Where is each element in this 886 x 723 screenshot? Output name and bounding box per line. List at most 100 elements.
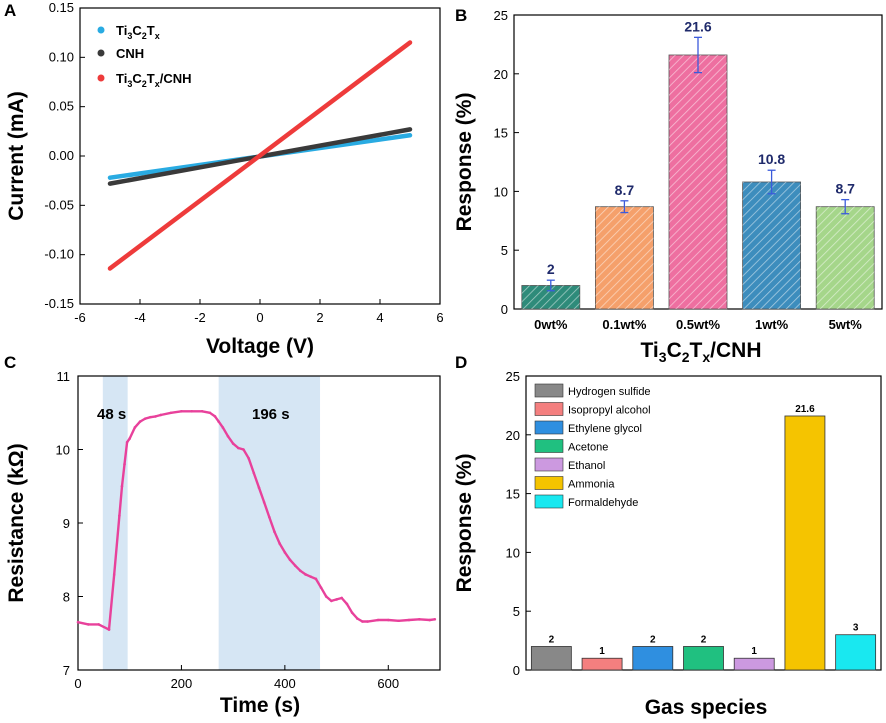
legend-marker-ti3c2tx bbox=[97, 26, 105, 34]
data-point bbox=[112, 573, 116, 576]
x-tick-label: 1wt% bbox=[755, 317, 789, 332]
data-point bbox=[118, 514, 121, 517]
data-point bbox=[154, 415, 157, 418]
data-point bbox=[213, 415, 217, 418]
data-point bbox=[217, 420, 220, 423]
annotation-48s: 48 s bbox=[97, 406, 126, 423]
bar-hatch bbox=[595, 206, 654, 309]
y-tick-label: -0.10 bbox=[44, 247, 74, 262]
y-tick-label: 25 bbox=[494, 8, 508, 23]
data-point bbox=[128, 437, 132, 440]
y-tick-label: 0.00 bbox=[49, 148, 74, 163]
data-point bbox=[361, 620, 364, 623]
y-tick-label: 0.10 bbox=[49, 49, 74, 64]
data-point bbox=[273, 530, 276, 534]
data-point bbox=[293, 564, 297, 567]
x-tick-label: 600 bbox=[377, 676, 399, 691]
bar-formaldehyde bbox=[835, 634, 877, 671]
bar-ethanol bbox=[733, 657, 775, 671]
data-point bbox=[180, 409, 183, 413]
y-tick-label: 7 bbox=[63, 663, 70, 678]
bar-hatch bbox=[669, 54, 727, 309]
legend-swatch bbox=[534, 420, 564, 435]
data-point bbox=[428, 618, 431, 622]
bar-value-label: 10.8 bbox=[758, 151, 785, 167]
data-point bbox=[366, 620, 369, 623]
panel-d-bars: 2 1 2 2 1 21.6 3 bbox=[530, 404, 877, 671]
data-point bbox=[125, 440, 129, 444]
panel-b-ticks: 0 5 10 15 20 25 0wt% 0.1wt% 0.5wt% 1wt% 5wt% bbox=[494, 8, 863, 332]
panel-b-ylabel: Response (%) bbox=[453, 93, 476, 232]
data-point bbox=[324, 595, 328, 598]
data-point bbox=[335, 598, 338, 601]
panel-a-ylabel: Current (mA) bbox=[5, 91, 28, 221]
data-point bbox=[143, 417, 147, 420]
data-point bbox=[278, 542, 281, 545]
annotation-196s: 196 s bbox=[252, 406, 290, 423]
y-tick-label: 10 bbox=[56, 443, 70, 458]
data-point bbox=[200, 409, 204, 413]
series-line-ti3c2tx-cnh bbox=[107, 40, 413, 271]
data-point bbox=[355, 617, 359, 620]
data-point bbox=[340, 596, 344, 600]
y-tick-label: 20 bbox=[506, 428, 520, 443]
bar-ammonia bbox=[784, 415, 826, 671]
data-point bbox=[231, 442, 235, 445]
legend-label: Acetone bbox=[568, 442, 608, 454]
panel-d-xlabel: Gas species bbox=[645, 696, 768, 719]
data-point bbox=[319, 586, 323, 589]
data-point bbox=[288, 558, 292, 562]
panel-a-xlabel: Voltage (V) bbox=[206, 335, 314, 358]
x-tick-label: 0 bbox=[256, 310, 263, 325]
legend-label-ti3c2tx-cnh: Ti3C2Tx/CNH bbox=[116, 71, 192, 89]
bar-value-label: 2 bbox=[650, 634, 656, 645]
data-point bbox=[120, 484, 124, 488]
bar-value-label: 2 bbox=[701, 634, 707, 645]
legend-label: Ethanol bbox=[568, 460, 605, 472]
x-tick-label: -4 bbox=[134, 310, 146, 325]
bar-acetone bbox=[683, 646, 724, 671]
bar-value-label: 1 bbox=[599, 646, 605, 657]
data-point bbox=[123, 462, 126, 466]
bar-hydrogen-sulfide bbox=[530, 646, 572, 671]
y-tick-label: 0 bbox=[501, 302, 508, 317]
panel-d-ylabel: Response (%) bbox=[453, 454, 476, 593]
shaded-region bbox=[218, 376, 321, 670]
bar-value-label: 21.6 bbox=[795, 404, 815, 415]
data-point bbox=[133, 426, 137, 429]
bar-hatch bbox=[816, 206, 875, 309]
data-point bbox=[237, 446, 240, 450]
y-tick-label: 20 bbox=[494, 67, 508, 82]
panel-c-shaded-regions bbox=[102, 376, 321, 670]
bar-value-label: 1 bbox=[751, 646, 757, 657]
y-tick-label: 0 bbox=[513, 663, 520, 678]
panel-c-letter: C bbox=[4, 353, 16, 372]
legend-swatch bbox=[534, 457, 564, 472]
panel-b-bars: 2 8.7 21.6 10.8 8.7 bbox=[521, 18, 875, 310]
data-point bbox=[221, 426, 225, 429]
data-point bbox=[376, 618, 380, 622]
panel-c-xlabel: Time (s) bbox=[220, 694, 300, 717]
panel-a-legend: Ti3C2Tx CNH Ti3C2Tx/CNH bbox=[97, 23, 192, 89]
data-point bbox=[350, 611, 354, 614]
panel-b-letter: B bbox=[455, 6, 467, 25]
data-point bbox=[309, 575, 313, 578]
panel-a-ticks: -6 -4 -2 0 2 4 6 -0.15 -0.10 -0.05 0.00 0.05 0.10 0.1… bbox=[44, 0, 443, 325]
legend-swatch bbox=[534, 494, 564, 509]
legend-label: Ammonia bbox=[568, 479, 615, 491]
x-tick-label: 0wt% bbox=[534, 317, 568, 332]
y-tick-label: 9 bbox=[63, 516, 70, 531]
shaded-region bbox=[102, 376, 128, 670]
data-point bbox=[304, 573, 307, 576]
data-point bbox=[407, 618, 411, 622]
x-tick-label: 6 bbox=[436, 310, 443, 325]
legend-swatch bbox=[534, 383, 564, 398]
y-tick-label: 0.15 bbox=[49, 0, 74, 15]
data-point bbox=[242, 448, 245, 451]
x-tick-label: -6 bbox=[74, 310, 86, 325]
y-tick-label: 0.05 bbox=[49, 99, 74, 114]
panel-a-series bbox=[107, 40, 413, 271]
data-point bbox=[397, 619, 400, 623]
data-point bbox=[252, 471, 256, 475]
